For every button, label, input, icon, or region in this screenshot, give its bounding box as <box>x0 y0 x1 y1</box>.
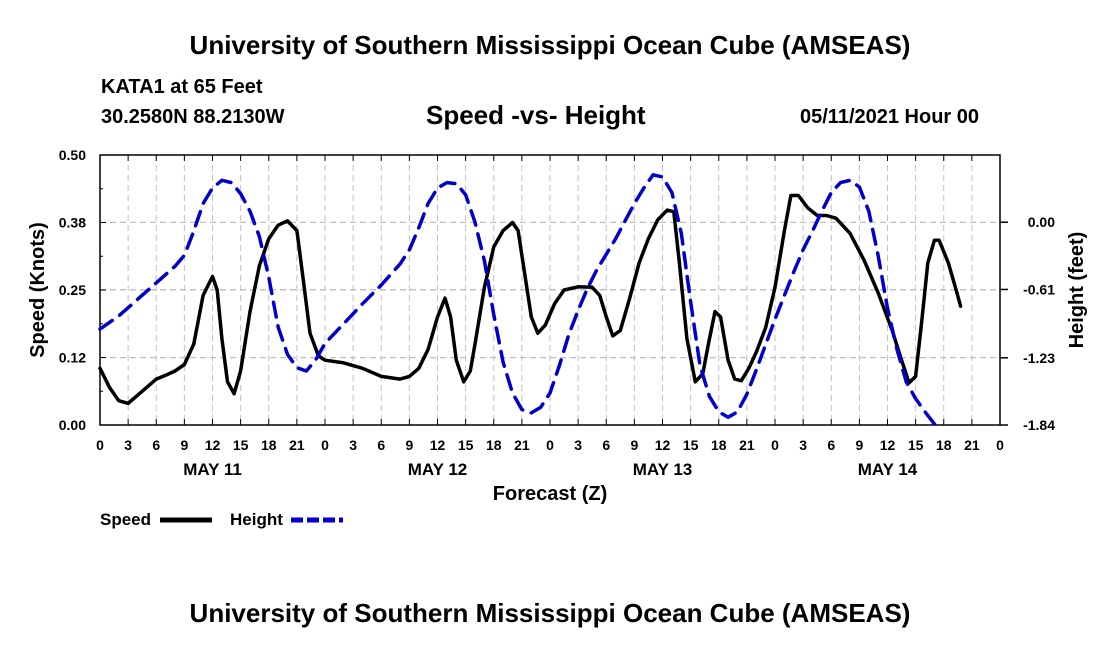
x-tick-label: 0 <box>321 437 329 453</box>
bottom-title: University of Southern Mississippi Ocean… <box>189 598 911 628</box>
x-tick-label: 0 <box>996 437 1004 453</box>
x-tick-label: 6 <box>827 437 835 453</box>
x-tick-label: 15 <box>233 437 249 453</box>
forecast-datetime: 05/11/2021 Hour 00 <box>800 106 980 128</box>
x-tick-label: 15 <box>458 437 474 453</box>
x-tick-label: 9 <box>630 437 638 453</box>
x-tick-label: 18 <box>261 437 277 453</box>
top-title: University of Southern Mississippi Ocean… <box>189 30 911 60</box>
legend-label-speed: Speed <box>100 510 151 529</box>
x-tick-label: 15 <box>683 437 699 453</box>
x-tick-label: 21 <box>514 437 530 453</box>
x-tick-label: 6 <box>602 437 610 453</box>
x-tick-label: 9 <box>405 437 413 453</box>
series-line-speed <box>98 193 963 406</box>
y-tick-label: 0.25 <box>59 282 86 298</box>
y-tick-label: 0.50 <box>59 147 86 163</box>
coordinates-label: 30.2580N 88.2130W <box>101 106 285 128</box>
x-tick-label: 3 <box>124 437 132 453</box>
y2-tick-label: -0.61 <box>1023 281 1055 297</box>
x-tick-label: 9 <box>180 437 188 453</box>
station-label: KATA1 at 65 Feet <box>101 76 263 98</box>
x-tick-label: 6 <box>152 437 160 453</box>
x-tick-label: 18 <box>711 437 727 453</box>
chart-title: Speed -vs- Height <box>426 100 646 130</box>
x-tick-label: 0 <box>771 437 779 453</box>
y2-tick-label: 0.00 <box>1028 214 1055 230</box>
y-tick-label: 0.00 <box>59 417 86 433</box>
x-tick-label: 21 <box>289 437 305 453</box>
x-tick-label: 15 <box>908 437 924 453</box>
x-tick-label: 18 <box>486 437 502 453</box>
day-label: MAY 12 <box>408 460 468 479</box>
x-tick-label: 3 <box>574 437 582 453</box>
y2-axis-title: Height (feet) <box>1066 232 1088 349</box>
x-tick-label: 0 <box>96 437 104 453</box>
x-tick-label: 12 <box>655 437 671 453</box>
x-axis-title: Forecast (Z) <box>493 483 607 505</box>
day-label: MAY 11 <box>183 460 242 479</box>
x-tick-label: 21 <box>964 437 980 453</box>
y-tick-label: 0.38 <box>59 215 86 231</box>
x-tick-label: 12 <box>205 437 221 453</box>
x-tick-label: 12 <box>880 437 896 453</box>
x-tick-label: 3 <box>349 437 357 453</box>
day-label: MAY 14 <box>858 460 918 479</box>
y-tick-label: 0.12 <box>59 350 86 366</box>
x-tick-label: 3 <box>799 437 807 453</box>
y2-tick-label: -1.84 <box>1023 417 1055 433</box>
y-axis-title: Speed (Knots) <box>27 222 49 358</box>
x-tick-label: 9 <box>855 437 863 453</box>
y2-tick-label: -1.23 <box>1023 350 1055 366</box>
legend-label-height: Height <box>230 510 283 529</box>
x-tick-label: 21 <box>739 437 755 453</box>
x-tick-label: 6 <box>377 437 385 453</box>
series-line-height <box>98 173 941 431</box>
x-tick-label: 12 <box>430 437 446 453</box>
x-tick-label: 18 <box>936 437 952 453</box>
x-tick-label: 0 <box>546 437 554 453</box>
day-label: MAY 13 <box>633 460 693 479</box>
